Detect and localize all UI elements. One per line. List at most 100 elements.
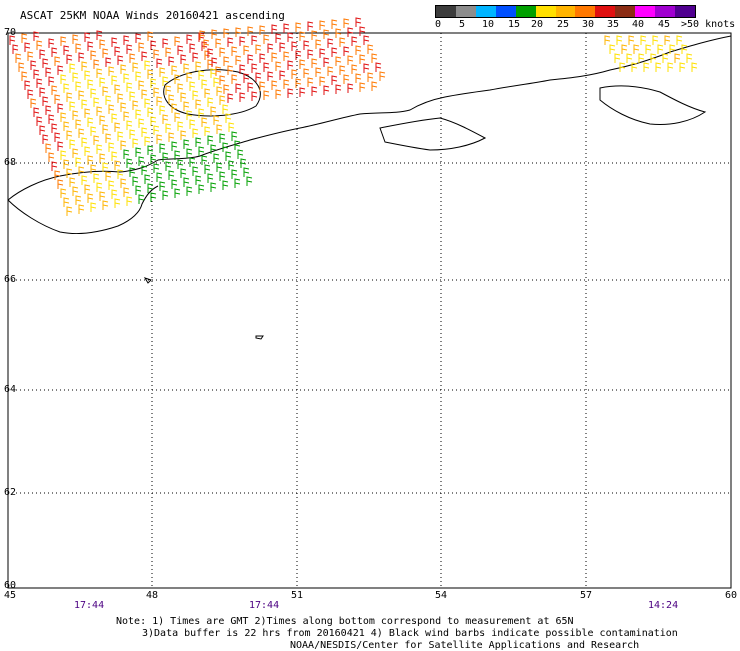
wind-barb	[159, 143, 166, 153]
wind-barb	[90, 164, 97, 174]
wind-barb	[42, 96, 49, 106]
wind-barb	[162, 76, 169, 86]
wind-barb	[213, 115, 220, 125]
wind-barb	[147, 183, 154, 193]
wind-barb	[90, 50, 97, 60]
wind-barb	[195, 137, 202, 147]
wind-barb	[162, 38, 169, 48]
wind-barb	[375, 62, 382, 72]
wind-barb	[87, 155, 94, 165]
wind-barb	[111, 151, 118, 161]
wind-barb	[327, 38, 334, 48]
wind-barb	[66, 168, 73, 178]
wind-barb	[299, 87, 306, 97]
lon-tick-label: 60	[725, 590, 738, 601]
wind-barb	[213, 77, 220, 87]
wind-barb	[283, 79, 290, 89]
wind-barb	[183, 63, 190, 73]
wind-barb	[679, 62, 686, 72]
wind-barb	[72, 186, 79, 196]
wind-barb	[39, 125, 46, 135]
wind-barb	[267, 71, 274, 81]
wind-barb	[211, 29, 218, 39]
scale-swatch	[575, 6, 596, 17]
wind-barb	[138, 194, 145, 204]
wind-barb	[39, 87, 46, 97]
wind-barb	[231, 169, 238, 179]
wind-barb	[271, 24, 278, 34]
scale-swatch	[635, 6, 656, 17]
wind-barb	[168, 56, 175, 66]
wind-barb	[335, 84, 342, 94]
wind-barb	[144, 60, 151, 70]
wind-barb	[234, 140, 241, 150]
wind-barb	[138, 42, 145, 52]
wind-barb	[183, 177, 190, 187]
scale-label: 45	[658, 19, 671, 30]
wind-barb	[126, 158, 133, 168]
wind-barb	[138, 118, 145, 128]
wind-barb	[227, 37, 234, 47]
wind-barb	[259, 25, 266, 35]
wind-barb	[159, 67, 166, 77]
wind-barb	[48, 114, 55, 124]
wind-barb	[223, 28, 230, 38]
wind-barb	[75, 195, 82, 205]
wind-barb	[75, 119, 82, 129]
wind-barb	[186, 148, 193, 158]
wind-barb	[195, 175, 202, 185]
wind-barb	[307, 49, 314, 59]
wind-barb	[189, 119, 196, 129]
wind-barb	[144, 174, 151, 184]
wind-barb	[667, 62, 674, 72]
wind-barb	[225, 113, 232, 123]
wind-barb	[183, 139, 190, 149]
wind-barb	[243, 73, 250, 83]
pass-time-label: 14:24	[648, 600, 679, 611]
wind-barb	[117, 55, 124, 65]
wind-barb	[263, 62, 270, 72]
wind-barb	[63, 197, 70, 207]
wind-barb	[247, 26, 254, 36]
wind-barb	[198, 70, 205, 80]
wind-barb	[42, 58, 49, 68]
wind-barb	[84, 146, 91, 156]
lat-tick-label: 64	[4, 384, 17, 395]
color-scale-bar	[435, 5, 696, 18]
wind-barb	[81, 61, 88, 71]
wind-barb	[192, 90, 199, 100]
wind-barb	[15, 53, 22, 63]
wind-barb	[45, 67, 52, 77]
scale-label: 15	[508, 19, 521, 30]
scale-swatch	[515, 6, 536, 17]
wind-barb	[239, 36, 246, 46]
scale-swatch	[655, 6, 676, 17]
wind-barb	[287, 32, 294, 42]
wind-barb	[275, 61, 282, 71]
pass-time-label: 17:44	[249, 600, 280, 611]
wind-barb	[331, 47, 338, 57]
wind-barb	[114, 122, 121, 132]
scale-label: 0	[435, 19, 442, 30]
wind-barb	[180, 54, 187, 64]
wind-barb	[159, 181, 166, 191]
wind-barb	[90, 126, 97, 136]
wind-barb	[367, 44, 374, 54]
wind-barb	[129, 91, 136, 101]
wind-barb	[299, 31, 306, 41]
wind-barb	[78, 204, 85, 214]
wind-barb	[171, 103, 178, 113]
wind-barb	[78, 128, 85, 138]
wind-barb	[247, 82, 254, 92]
wind-barb	[279, 70, 286, 80]
coastline	[7, 35, 732, 340]
wind-barb	[343, 46, 350, 56]
wind-barb	[141, 165, 148, 175]
wind-barb	[674, 53, 681, 63]
wind-barb	[96, 68, 103, 78]
small-island	[143, 277, 152, 284]
wind-barb	[24, 80, 31, 90]
wind-barb	[114, 198, 121, 208]
wind-barb	[135, 109, 142, 119]
wind-barb	[99, 39, 106, 49]
